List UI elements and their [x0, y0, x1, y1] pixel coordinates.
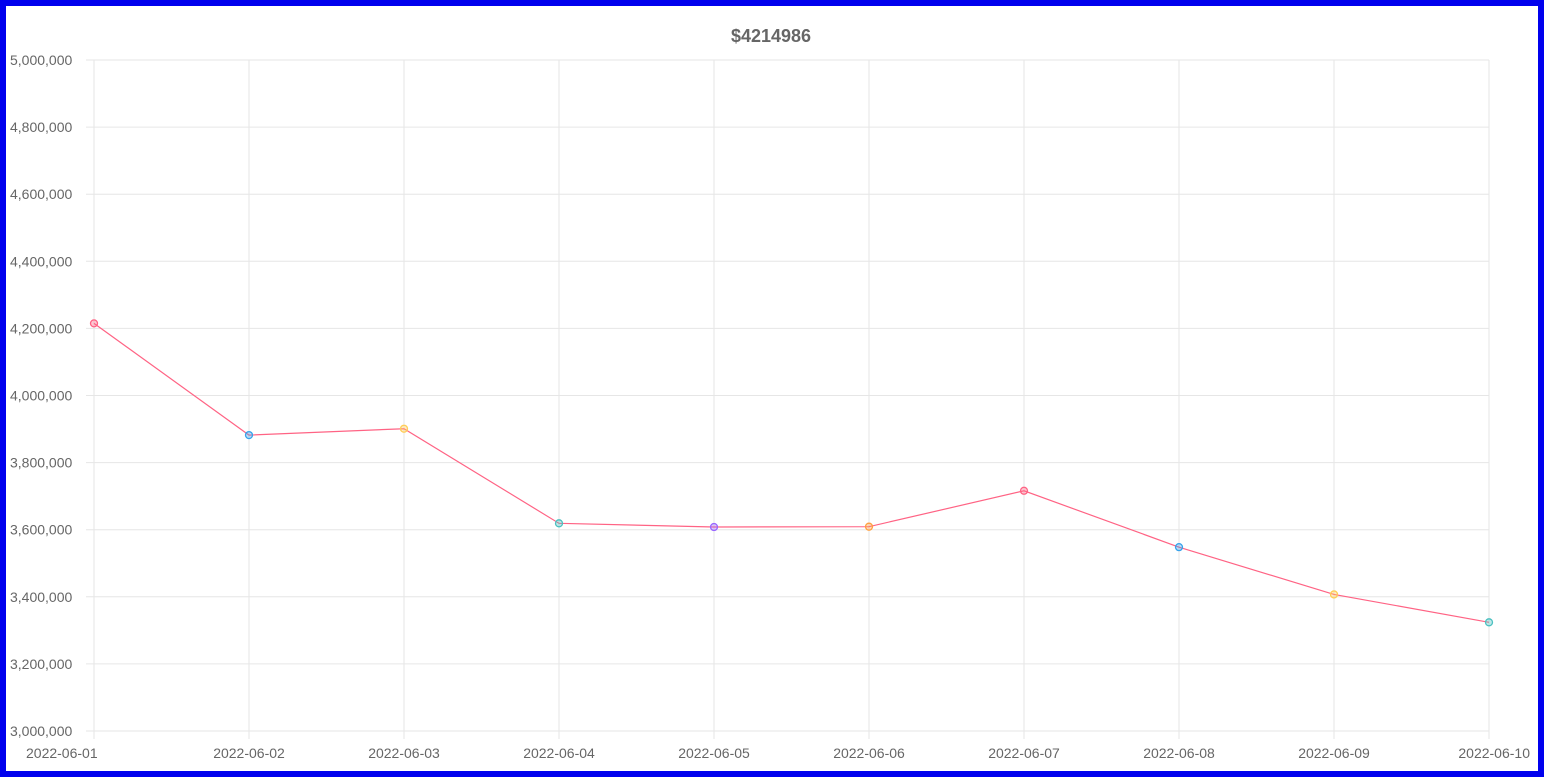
x-tick-label: 2022-06-05	[678, 745, 750, 761]
y-tick-label: 4,800,000	[10, 119, 72, 135]
y-tick-label: 5,000,000	[10, 52, 72, 68]
y-tick-label: 3,600,000	[10, 522, 72, 538]
x-tick-label: 2022-06-02	[213, 745, 285, 761]
data-point	[709, 522, 719, 532]
grid-lines	[86, 59, 1490, 739]
y-tick-label: 4,400,000	[10, 253, 72, 269]
chart-title: $4214986	[731, 26, 811, 46]
data-point	[399, 424, 409, 433]
x-tick-label: 2022-06-10	[1458, 745, 1530, 761]
data-points	[89, 319, 1494, 627]
data-point	[89, 319, 99, 328]
y-axis-ticks: 5,000,000 4,800,000 4,600,000 4,400,000 4,20…	[10, 52, 72, 739]
y-tick-label: 3,400,000	[10, 589, 72, 605]
x-tick-label: 2022-06-03	[368, 745, 440, 761]
data-point	[554, 519, 564, 528]
x-axis-ticks: 2022-06-01 2022-06-02 2022-06-03 2022-06-04…	[26, 745, 1530, 761]
x-tick-label: 2022-06-04	[523, 745, 595, 761]
y-tick-label: 3,200,000	[10, 656, 72, 672]
y-tick-label: 4,600,000	[10, 186, 72, 202]
data-point	[244, 430, 254, 440]
x-tick-label: 2022-06-08	[1143, 745, 1215, 761]
y-tick-label: 3,000,000	[10, 723, 72, 739]
y-tick-label: 4,200,000	[10, 320, 72, 336]
x-tick-label: 2022-06-07	[988, 745, 1060, 761]
data-point	[1329, 590, 1339, 599]
x-tick-label: 2022-06-01	[26, 745, 98, 761]
data-point	[1019, 486, 1029, 495]
data-point	[1174, 542, 1184, 552]
x-tick-label: 2022-06-09	[1298, 745, 1370, 761]
y-tick-label: 3,800,000	[10, 455, 72, 471]
x-tick-label: 2022-06-06	[833, 745, 905, 761]
y-tick-label: 4,000,000	[10, 388, 72, 404]
data-point	[1484, 618, 1494, 627]
data-point	[864, 522, 874, 531]
series-line	[93, 322, 1490, 623]
